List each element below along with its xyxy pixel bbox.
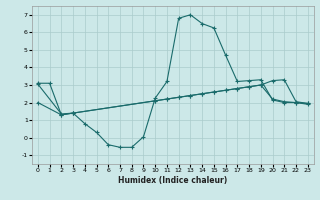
X-axis label: Humidex (Indice chaleur): Humidex (Indice chaleur) — [118, 176, 228, 185]
